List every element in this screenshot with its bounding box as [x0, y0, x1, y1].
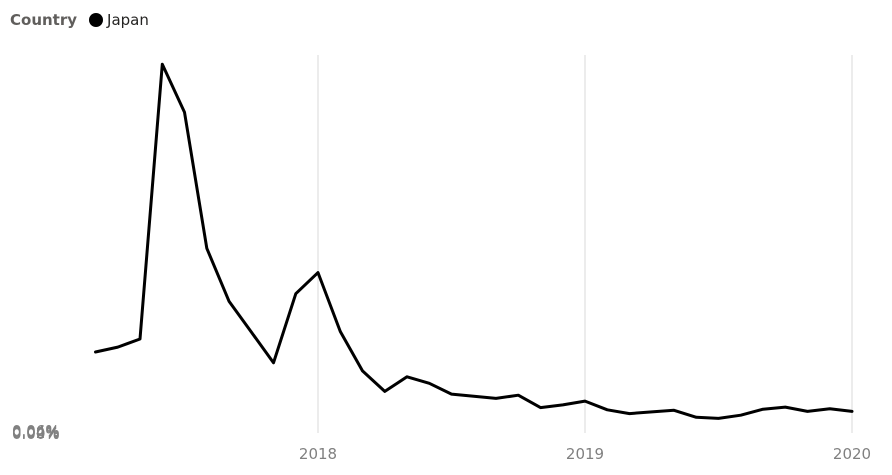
legend-label-japan[interactable]: Japan — [107, 11, 149, 29]
y-tick-label-0.00%: 0.00% — [12, 425, 60, 443]
y-tick-label-0.06%: 0.06% — [12, 422, 60, 440]
y-tick-label-0.04%: 0.04% — [12, 423, 60, 441]
legend-marker-japan[interactable] — [89, 13, 104, 27]
y-tick-label-0.02%: 0.02% — [12, 424, 60, 442]
x-tick-label-2019: 2019 — [566, 445, 604, 463]
x-tick-label-2020: 2020 — [833, 445, 871, 463]
legend: Country Japan — [10, 9, 149, 31]
legend-title: Country — [10, 11, 78, 29]
x-tick-label-2018: 2018 — [299, 445, 337, 463]
series-line-japan — [94, 62, 854, 420]
